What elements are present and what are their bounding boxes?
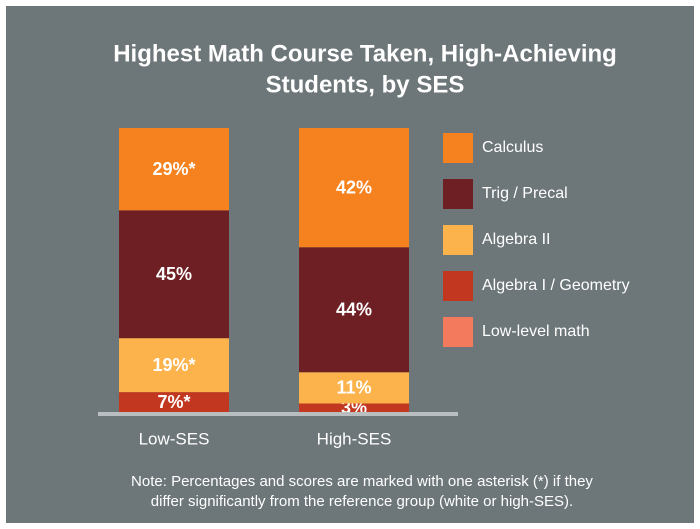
data-label: 45%: [156, 264, 192, 284]
legend-swatch: [443, 271, 473, 301]
x-tick-label: Low-SES: [139, 429, 210, 448]
data-label: 42%: [336, 177, 372, 197]
note: differ significantly from the reference …: [151, 493, 573, 510]
legend-swatch: [443, 179, 473, 209]
data-label: 44%: [336, 300, 372, 320]
bar-segment: [119, 128, 229, 211]
legend-swatch: [443, 133, 473, 163]
legend-label: Low-level math: [482, 323, 590, 340]
chart-title: Students, by SES: [266, 71, 465, 98]
chart-title: Highest Math Course Taken, High-Achievin…: [113, 40, 617, 67]
data-label: 19%*: [152, 355, 195, 375]
legend-label: Calculus: [482, 139, 543, 156]
legend-swatch: [443, 317, 473, 347]
legend-label: Algebra II: [482, 231, 550, 248]
legend-label: Trig / Precal: [482, 185, 568, 202]
bar-segment: [299, 247, 409, 373]
bar-segment: [119, 210, 229, 339]
data-label: 11%: [336, 378, 371, 398]
legend-swatch: [443, 225, 473, 255]
data-label: 29%*: [152, 159, 195, 179]
bar-segment: [299, 372, 409, 404]
bar-segment: [299, 128, 409, 248]
x-tick-label: High-SES: [317, 429, 392, 448]
note: Note: Percentages and scores are marked …: [131, 473, 593, 490]
legend-label: Algebra I / Geometry: [482, 277, 630, 294]
bar-segment: [119, 392, 229, 412]
data-label: 7%*: [157, 392, 190, 412]
bar-segment: [119, 338, 229, 393]
bar-segment: [299, 403, 409, 412]
